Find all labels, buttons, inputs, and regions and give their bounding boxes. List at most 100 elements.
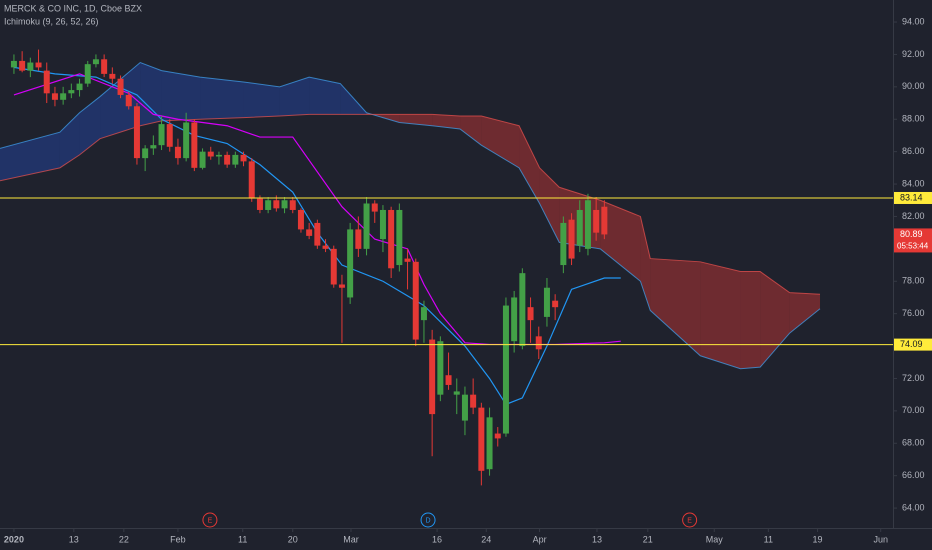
candle-body [43, 70, 50, 94]
y-tick-label: 82.00 [902, 211, 925, 221]
candle-body [552, 300, 559, 308]
y-tick-label: 92.00 [902, 49, 925, 59]
x-tick-label: 11 [238, 534, 247, 544]
candle-body [265, 200, 272, 210]
candle-body [273, 200, 280, 209]
y-tick-label: 78.00 [902, 276, 925, 286]
y-tick-label: 88.00 [902, 114, 925, 124]
candle-body [420, 307, 427, 321]
x-tick-label: 16 [432, 534, 442, 544]
candle-body [314, 222, 321, 246]
cloud-segment [59, 112, 80, 168]
candle-body [125, 94, 132, 107]
candle-body [76, 83, 83, 91]
cloud-segment [700, 261, 741, 369]
cloud-segment [100, 62, 141, 139]
y-tick-label: 66.00 [902, 470, 925, 480]
cloud-segment [740, 271, 761, 369]
candle-body [60, 93, 67, 100]
candle-body [117, 78, 124, 95]
cloud-segment [161, 70, 201, 121]
event-label: D [426, 517, 431, 524]
candle-body [412, 261, 419, 340]
indicator-label: Ichimoku (9, 26, 52, 26) [4, 16, 99, 26]
cloud-segment [79, 96, 101, 155]
candle-body [445, 375, 452, 385]
candle-body [150, 145, 157, 149]
candle-body [322, 245, 329, 249]
x-tick-label: Jun [873, 534, 888, 544]
candle-body [27, 62, 34, 71]
cloud-segment [309, 77, 341, 115]
x-tick-label: 21 [643, 534, 653, 544]
candle-body [453, 391, 460, 395]
candle-body [158, 124, 165, 146]
candle-body [35, 62, 42, 68]
last-price-box [894, 228, 932, 253]
candle-body [437, 341, 444, 395]
candle-body [101, 59, 108, 74]
y-tick-label: 86.00 [902, 146, 925, 156]
candle-body [191, 122, 198, 168]
candle-body [404, 258, 411, 262]
candle-body [232, 154, 239, 165]
y-tick-label: 76.00 [902, 308, 925, 318]
candle-body [527, 307, 534, 321]
candle-body [593, 209, 600, 233]
cloud-segment [481, 116, 520, 168]
chart-title: MERCK & CO INC, 1D, Cboe BZX [4, 3, 142, 13]
candle-body [109, 73, 116, 79]
indicator-line [13, 66, 621, 406]
candle-body [224, 154, 231, 165]
candle-body [240, 154, 247, 162]
event-marker [682, 512, 698, 528]
cloud-segment [140, 62, 162, 126]
candle-body [576, 209, 583, 246]
candle-body [379, 209, 386, 240]
event-label: E [208, 517, 213, 524]
event-label: E [687, 517, 692, 524]
candle-body [388, 209, 395, 269]
candle-body [478, 407, 485, 471]
cloud-layer [0, 61, 821, 370]
price-label: 74.09 [900, 339, 923, 349]
cloud-segment [200, 77, 244, 120]
candle-body [297, 209, 304, 230]
candle-body [84, 64, 91, 84]
cloud-segment [789, 292, 821, 334]
candle-body [486, 417, 493, 470]
candle-body [281, 200, 288, 209]
candle-body [306, 229, 313, 236]
candle-body [568, 219, 575, 259]
candle-body [289, 200, 296, 210]
candle-body [207, 151, 214, 157]
countdown: 05:53:44 [897, 242, 929, 251]
candle-body [330, 248, 337, 285]
candle-body [347, 229, 354, 298]
x-tick-label: 19 [813, 534, 823, 544]
cloud-edge [0, 61, 821, 370]
y-tick-label: 72.00 [902, 373, 925, 383]
x-tick-label: May [706, 534, 724, 544]
price-label: 83.14 [900, 192, 923, 202]
candle-body [519, 273, 526, 347]
cloud-segment [650, 258, 701, 356]
candle-body [396, 209, 403, 266]
y-tick-label: 94.00 [902, 16, 925, 26]
cloud-segment [432, 114, 461, 129]
cloud-segment [279, 77, 310, 117]
price-label-box [894, 191, 932, 204]
candle-body [543, 287, 550, 317]
candle-body [494, 433, 501, 439]
cloud-segment [539, 167, 560, 243]
cloud-segment [760, 271, 790, 368]
event-marker [202, 512, 218, 528]
candle-body [19, 60, 26, 71]
x-tick-label: Apr [533, 534, 547, 544]
x-tick-label: Mar [343, 534, 359, 544]
y-tick-label: 84.00 [902, 178, 925, 188]
x-tick-label: 2020 [4, 534, 24, 544]
candle-body [92, 59, 99, 65]
x-tick-label: 13 [592, 534, 602, 544]
